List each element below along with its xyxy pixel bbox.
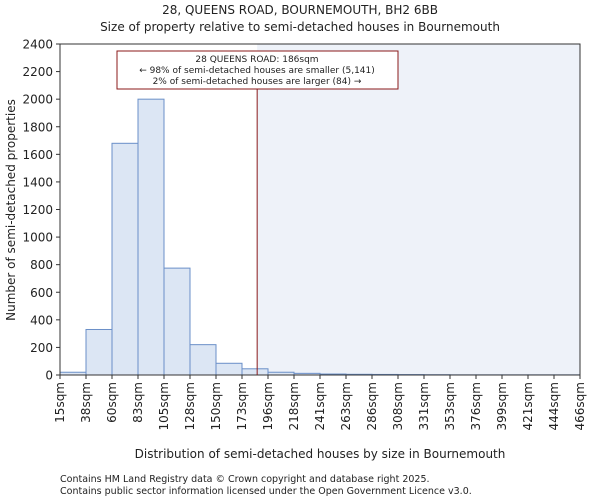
y-tick-label: 600	[30, 286, 53, 300]
footer-line-1: Contains HM Land Registry data © Crown c…	[60, 474, 430, 485]
annotation-line-2: ← 98% of semi-detached houses are smalle…	[139, 66, 375, 76]
x-tick-label: 15sqm	[53, 382, 67, 423]
y-tick-label: 800	[30, 258, 53, 272]
bar	[241, 368, 269, 376]
y-tick-label: 400	[30, 313, 53, 327]
annotation-line-3: 2% of semi-detached houses are larger (8…	[153, 77, 362, 87]
y-tick-label: 2000	[22, 93, 53, 107]
x-tick-label: 128sqm	[183, 382, 197, 430]
bar	[137, 98, 165, 376]
x-tick-label: 241sqm	[313, 382, 327, 430]
x-tick-label: 466sqm	[573, 382, 587, 430]
after-region	[257, 44, 580, 375]
x-tick-label: 376sqm	[469, 382, 483, 430]
y-tick-label: 1600	[22, 148, 53, 162]
plot-frame	[59, 43, 581, 376]
bar	[85, 328, 113, 376]
x-tick-label: 331sqm	[417, 382, 431, 430]
x-tick-label: 444sqm	[547, 382, 561, 430]
x-tick-label: 173sqm	[235, 382, 249, 430]
x-tick-label: 308sqm	[391, 382, 405, 430]
bar	[111, 142, 139, 376]
x-tick-label: 105sqm	[157, 382, 171, 430]
footer-line-2: Contains public sector information licen…	[60, 486, 472, 497]
x-tick-label: 353sqm	[443, 382, 457, 430]
x-tick-label: 286sqm	[365, 382, 379, 430]
x-axis: 15sqm 38sqm 60sqm 83sqm 105sqm 128sqm 150sqm 17…	[53, 375, 587, 430]
chart-subtitle: Size of property relative to semi-detach…	[100, 20, 500, 34]
y-axis-label: Number of semi-detached properties	[4, 99, 18, 321]
chart-title: 28, QUEENS ROAD, BOURNEMOUTH, BH2 6BB	[162, 3, 438, 17]
x-tick-label: 38sqm	[79, 382, 93, 423]
x-tick-label: 150sqm	[209, 382, 223, 430]
x-tick-label: 60sqm	[105, 382, 119, 423]
x-tick-label: 399sqm	[495, 382, 509, 430]
y-tick-label: 1400	[22, 175, 53, 189]
y-axis: 0 200 400 600 800 1000 1200 1400 1600 1800 2000 220…	[22, 38, 60, 383]
x-tick-label: 218sqm	[287, 382, 301, 430]
y-tick-label: 1200	[22, 203, 53, 217]
annotation-line-1: 28 QUEENS ROAD: 186sqm	[195, 55, 318, 65]
annotation-frame	[116, 50, 399, 90]
x-tick-label: 196sqm	[261, 382, 275, 430]
y-tick-label: 2200	[22, 65, 53, 79]
annotation-box: 28 QUEENS ROAD: 186sqm ← 98% of semi-det…	[116, 50, 399, 90]
y-tick-label: 200	[30, 341, 53, 355]
y-tick-label: 2400	[22, 38, 53, 52]
x-tick-label: 263sqm	[339, 382, 353, 430]
bar	[189, 344, 217, 376]
x-tick-label: 421sqm	[521, 382, 535, 430]
bar	[215, 362, 243, 376]
x-tick-label: 83sqm	[131, 382, 145, 423]
bars-group	[59, 98, 581, 376]
y-tick-label: 1800	[22, 120, 53, 134]
y-tick-label: 0	[45, 369, 53, 383]
after-region-group	[257, 44, 580, 375]
y-tick-label: 1000	[22, 231, 53, 245]
bar	[163, 267, 191, 376]
x-axis-label: Distribution of semi-detached houses by …	[135, 447, 506, 461]
